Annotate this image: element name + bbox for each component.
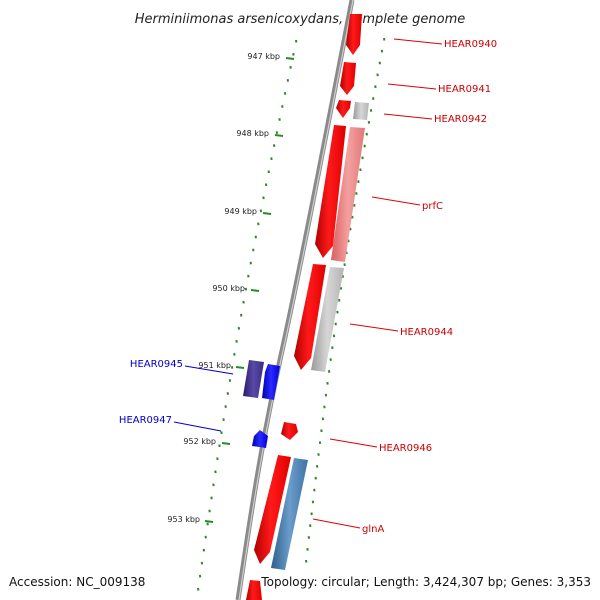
gene-label-hear0946[interactable]: HEAR0946 xyxy=(379,443,432,454)
gene-arrow-hear0940[interactable] xyxy=(346,14,362,55)
gene-label-glna[interactable]: glnA xyxy=(362,524,384,535)
gene-arrow-hear0942[interactable] xyxy=(336,100,351,118)
ruler-tick-label: 950 kbp xyxy=(212,284,245,293)
gene-label-hear0945[interactable]: HEAR0945 xyxy=(130,359,183,370)
accession-text: Accession: NC_009138 xyxy=(9,575,145,589)
gene-arrow-glna[interactable] xyxy=(254,455,291,564)
ruler-tick xyxy=(262,212,272,215)
feature-bar-hear0944[interactable] xyxy=(311,267,344,372)
gene-arrow-hear0944[interactable] xyxy=(294,264,326,370)
ruler-tick-label: 949 kbp xyxy=(224,207,257,216)
leader-line xyxy=(349,323,399,332)
genome-backbone-highlight xyxy=(238,0,354,600)
ruler-tick-label: 948 kbp xyxy=(236,129,269,138)
ruler-tick-label: 947 kbp xyxy=(247,52,280,61)
gene-arrow-prfc[interactable] xyxy=(315,125,346,258)
feature-bar-hear0942[interactable] xyxy=(353,102,369,120)
forward-gene-track xyxy=(246,14,362,600)
outer-dotted-line xyxy=(305,37,386,563)
feature-bar-glna[interactable] xyxy=(271,458,308,570)
gene-label-hear0947[interactable]: HEAR0947 xyxy=(119,415,172,426)
gene-label-prfc[interactable]: prfC xyxy=(422,201,443,212)
gene-label-hear0942[interactable]: HEAR0942 xyxy=(434,114,487,125)
feature-track xyxy=(271,102,369,570)
topology-text: Topology: circular; Length: 3,424,307 bp… xyxy=(260,575,591,589)
ruler-tick xyxy=(250,289,260,292)
leader-line xyxy=(312,518,361,529)
ruler: 947 kbp 948 kbp 949 kbp 950 kbp 951 kbp … xyxy=(167,52,295,524)
gene-labels: HEAR0940 HEAR0941 HEAR0942 prfC HEAR0944… xyxy=(119,39,497,535)
gene-arrow-next[interactable] xyxy=(246,580,262,600)
gene-label-hear0941[interactable]: HEAR0941 xyxy=(438,84,491,95)
gene-label-hear0944[interactable]: HEAR0944 xyxy=(400,327,453,338)
leader-line xyxy=(387,83,437,90)
gene-arrow-hear0946[interactable] xyxy=(281,422,298,440)
gene-bar-hear0945[interactable] xyxy=(243,360,264,398)
ruler-tick xyxy=(221,442,231,445)
label-leaders xyxy=(173,38,443,529)
leader-line xyxy=(329,438,378,448)
map-title: Herminiimonas arsenicoxydans, complete g… xyxy=(135,12,465,27)
gene-arrow-hear0945[interactable] xyxy=(262,364,280,400)
ruler-tick-label: 952 kbp xyxy=(183,437,216,446)
leader-line xyxy=(383,113,433,120)
feature-bar-prfc[interactable] xyxy=(331,127,365,262)
genome-backbone xyxy=(235,0,355,600)
ruler-tick xyxy=(235,366,245,369)
ruler-tick-label: 951 kbp xyxy=(198,361,231,370)
leader-line xyxy=(173,421,222,432)
gene-label-hear0940[interactable]: HEAR0940 xyxy=(444,39,497,50)
leader-line xyxy=(393,38,443,45)
ruler-tick xyxy=(274,134,284,137)
ruler-tick-label: 953 kbp xyxy=(167,515,200,524)
ruler-dotted-line xyxy=(197,39,298,591)
reverse-gene-track xyxy=(243,360,280,448)
gene-arrow-hear0941[interactable] xyxy=(340,62,356,95)
ruler-tick xyxy=(285,57,295,60)
leader-line xyxy=(371,196,421,206)
ruler-tick xyxy=(204,520,214,523)
leader-line xyxy=(184,365,234,375)
gene-arrow-hear0947[interactable] xyxy=(252,430,268,448)
